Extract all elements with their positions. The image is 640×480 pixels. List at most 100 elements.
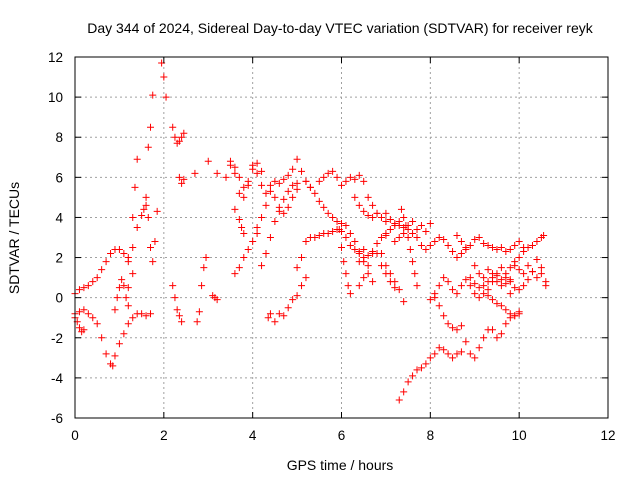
data-point [373, 209, 381, 217]
data-point [147, 310, 155, 318]
data-point [511, 242, 519, 250]
data-point [382, 217, 390, 225]
data-point [271, 318, 279, 326]
data-point [502, 320, 510, 328]
y-tick-label: -6 [51, 411, 63, 426]
data-point [449, 286, 457, 294]
data-point [409, 229, 417, 237]
data-point [289, 296, 297, 304]
data-point [222, 173, 230, 181]
data-point [240, 229, 248, 237]
data-point [84, 282, 92, 290]
series-track-s [258, 179, 301, 270]
data-point [409, 217, 417, 225]
data-point [475, 270, 483, 278]
data-point [320, 203, 328, 211]
data-point [373, 240, 381, 248]
data-point [377, 234, 385, 241]
data-point [386, 225, 394, 233]
data-point [124, 254, 132, 262]
data-point [342, 270, 350, 278]
data-point [391, 221, 399, 229]
data-point [502, 306, 510, 314]
data-point [231, 270, 239, 278]
data-point [158, 59, 166, 67]
data-point [435, 302, 443, 310]
data-point [346, 290, 354, 298]
data-point [417, 364, 425, 372]
data-point [484, 292, 492, 300]
series-track-aj [453, 231, 528, 256]
data-point [80, 306, 88, 314]
data-point [198, 282, 206, 290]
data-point [258, 213, 266, 221]
data-point [89, 314, 97, 322]
data-point [440, 274, 448, 282]
data-point [431, 294, 439, 302]
data-point [542, 278, 550, 286]
data-point [204, 157, 212, 165]
data-point [435, 344, 443, 352]
data-point [129, 213, 137, 221]
data-point [449, 248, 457, 256]
data-point [213, 169, 221, 177]
series-track-k [191, 169, 199, 177]
data-point [466, 242, 474, 250]
x-tick-label: 6 [338, 428, 346, 443]
series-track-ak [466, 282, 523, 320]
data-point [489, 278, 497, 286]
data-point [511, 284, 519, 292]
data-point [422, 360, 430, 368]
data-point [395, 234, 403, 241]
series-track-j [175, 173, 188, 187]
data-point [226, 157, 234, 165]
data-point [253, 169, 261, 177]
series-track-v [293, 225, 368, 272]
data-point [400, 298, 408, 306]
data-point [537, 270, 545, 278]
data-point [457, 322, 465, 330]
data-point [471, 262, 479, 270]
series-track-n [209, 292, 221, 304]
data-point [515, 310, 523, 318]
data-point [515, 238, 523, 246]
data-point [475, 284, 483, 292]
data-point [457, 348, 465, 356]
data-point [497, 302, 505, 310]
data-point [444, 320, 452, 328]
data-point [475, 344, 483, 352]
data-point [413, 282, 421, 290]
data-point [178, 133, 186, 141]
data-point [271, 177, 279, 185]
data-point [400, 213, 408, 221]
data-point [342, 234, 350, 241]
series-track-ag [395, 308, 523, 404]
y-tick-label: 0 [55, 291, 63, 306]
data-point [426, 219, 434, 227]
data-point [162, 93, 170, 101]
data-point [129, 270, 137, 278]
x-tick-label: 8 [427, 428, 435, 443]
data-point [537, 264, 545, 272]
data-point [369, 201, 377, 209]
data-point [111, 352, 119, 360]
series-track-r [231, 229, 261, 278]
data-point [231, 163, 239, 171]
data-point [413, 234, 421, 241]
data-point [138, 211, 146, 219]
data-point [515, 286, 523, 294]
data-point [382, 209, 390, 217]
data-point [262, 250, 270, 258]
data-point [355, 258, 363, 266]
data-point [75, 308, 83, 316]
data-point [338, 181, 345, 189]
axis-ticks [74, 56, 609, 419]
x-axis-tick-labels: 0 2 4 6 8 10 12 [71, 428, 615, 443]
series-track-c [71, 314, 88, 336]
data-point [89, 278, 97, 286]
data-point [231, 169, 239, 177]
data-point [262, 189, 270, 197]
data-point [275, 203, 283, 211]
data-point [120, 250, 128, 258]
data-point [93, 274, 101, 282]
